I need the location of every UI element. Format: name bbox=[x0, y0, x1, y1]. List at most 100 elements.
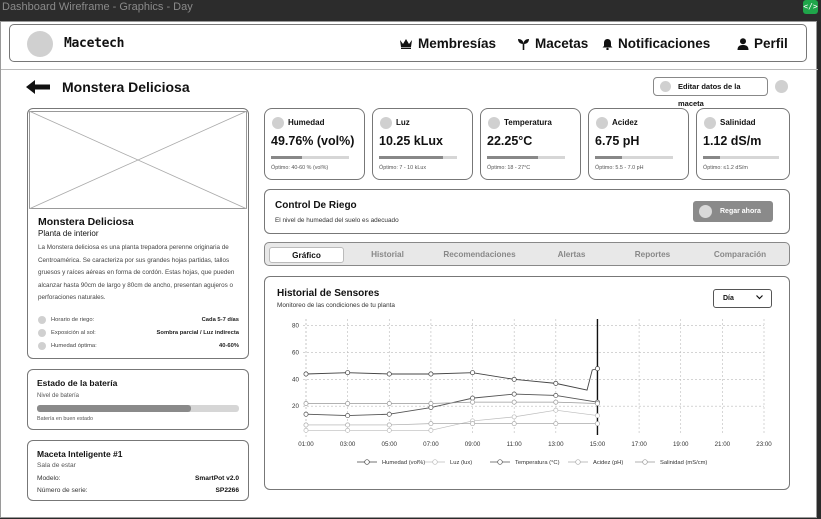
back-arrow-icon[interactable] bbox=[26, 80, 50, 94]
salinity-icon bbox=[704, 117, 716, 129]
metric-bar bbox=[379, 156, 457, 159]
header-divider bbox=[1, 69, 818, 70]
plant-description: La Monstera deliciosa es una planta trep… bbox=[38, 244, 235, 302]
metric-bar bbox=[487, 156, 565, 159]
metric-card-humedad[interactable]: Humedad 49.76% (vol%) Óptimo: 40-60 % (v… bbox=[264, 108, 365, 180]
x-tick-label: 13:00 bbox=[548, 441, 564, 448]
y-tick-label: 80 bbox=[292, 323, 299, 330]
sensor-history-card: Historial de Sensores Monitoreo de las c… bbox=[264, 276, 790, 490]
metric-value: 10.25 kLux bbox=[379, 134, 443, 148]
series-line bbox=[306, 409, 598, 431]
metric-name: Luz bbox=[396, 118, 410, 127]
thermometer-icon bbox=[488, 117, 500, 129]
y-tick-label: 40 bbox=[292, 376, 299, 383]
tab-alertas[interactable]: Alertas bbox=[557, 250, 586, 259]
plant-image-placeholder bbox=[29, 111, 247, 209]
metric-optimal: Óptimo: 18 - 27°C bbox=[487, 165, 531, 171]
battery-bar bbox=[37, 405, 239, 412]
x-tick-label: 23:00 bbox=[756, 441, 772, 448]
chart-subtitle: Monitoreo de las condiciones de tu plant… bbox=[277, 302, 395, 309]
data-point bbox=[386, 411, 392, 417]
tab-historial[interactable]: Historial bbox=[371, 250, 404, 259]
data-point bbox=[386, 401, 392, 406]
plant-name: Monstera Deliciosa bbox=[38, 216, 134, 228]
metric-bar bbox=[703, 156, 779, 159]
water-now-button[interactable]: Regar ahora bbox=[693, 201, 773, 222]
water-icon bbox=[699, 205, 712, 218]
data-point bbox=[428, 401, 434, 406]
code-icon[interactable]: </> bbox=[803, 0, 818, 14]
window-titlebar: Dashboard Wireframe - Graphics - Day </> bbox=[0, 0, 821, 22]
data-point bbox=[386, 371, 392, 377]
data-point bbox=[470, 370, 475, 376]
x-tick-label: 19:00 bbox=[673, 441, 689, 448]
data-point bbox=[511, 414, 517, 420]
x-tick-label: 17:00 bbox=[631, 441, 647, 448]
brand-name[interactable]: Macetech bbox=[64, 36, 125, 51]
tab-reportes[interactable]: Reportes bbox=[634, 250, 671, 259]
tab-recomendaciones[interactable]: Recomendaciones bbox=[443, 250, 516, 259]
metric-card-luz[interactable]: Luz 10.25 kLux Óptimo: 7 - 10 kLux bbox=[372, 108, 473, 180]
range-value: Día bbox=[723, 295, 734, 302]
legend-marker bbox=[575, 459, 581, 465]
metric-bar-fill bbox=[703, 156, 720, 159]
range-select[interactable]: Día bbox=[713, 289, 772, 308]
legend-label: Luz (lux) bbox=[450, 460, 472, 466]
series-line bbox=[305, 368, 598, 391]
data-point bbox=[553, 407, 559, 413]
device-serial: Número de serie: SP2266 bbox=[37, 487, 239, 494]
logo[interactable] bbox=[27, 31, 53, 57]
nav-label: Perfil bbox=[754, 36, 788, 51]
x-tick-label: 11:00 bbox=[507, 441, 523, 448]
nav-label: Membresías bbox=[418, 36, 497, 51]
data-point bbox=[553, 421, 559, 427]
x-tick-label: 05:00 bbox=[382, 441, 398, 448]
data-point bbox=[386, 422, 392, 428]
nav-perfil[interactable]: Perfil bbox=[737, 36, 788, 51]
data-point bbox=[428, 405, 434, 410]
metric-bar-fill bbox=[271, 156, 303, 159]
data-point bbox=[553, 399, 559, 405]
metric-name: Acidez bbox=[612, 118, 638, 127]
nav-label: Macetas bbox=[535, 36, 589, 51]
nav-label: Notificaciones bbox=[618, 36, 711, 51]
edit-label: Editar datos de la maceta bbox=[678, 82, 741, 108]
data-point bbox=[595, 421, 600, 427]
plant-type: Planta de interior bbox=[38, 229, 99, 238]
metric-name: Temperatura bbox=[504, 118, 552, 127]
y-tick-label: 20 bbox=[292, 403, 299, 410]
data-point bbox=[470, 395, 475, 401]
series-line bbox=[305, 393, 598, 417]
metric-value: 22.25°C bbox=[487, 134, 533, 148]
device-room: Sala de estar bbox=[37, 462, 76, 469]
metric-value: 1.12 dS/m bbox=[703, 134, 762, 148]
droplet-icon bbox=[38, 342, 46, 350]
data-point bbox=[595, 366, 600, 372]
settings-icon[interactable] bbox=[775, 80, 788, 93]
metric-bar-fill bbox=[487, 156, 538, 159]
x-tick-label: 01:00 bbox=[298, 441, 314, 448]
legend-marker bbox=[642, 459, 648, 465]
data-point bbox=[428, 421, 434, 427]
battery-status: Batería en buen estado bbox=[37, 416, 94, 422]
water-now-label: Regar ahora bbox=[720, 208, 761, 215]
irrigation-status: El nivel de humedad del suelo es adecuad… bbox=[275, 217, 399, 224]
tab-grafico[interactable]: Gráfico bbox=[269, 247, 344, 263]
nav-macetas[interactable]: Macetas bbox=[517, 36, 588, 51]
data-point bbox=[470, 421, 475, 427]
nav-notificaciones[interactable]: Notificaciones bbox=[602, 36, 710, 51]
tab-comparacion[interactable]: Comparación bbox=[713, 250, 767, 259]
metric-value: 49.76% (vol%) bbox=[271, 134, 355, 148]
battery-card: Estado de la batería Nivel de batería Ba… bbox=[27, 369, 249, 430]
chevron-down-icon bbox=[756, 295, 763, 300]
light-icon bbox=[380, 117, 392, 129]
data-point bbox=[470, 399, 475, 405]
chart-title: Historial de Sensores bbox=[277, 288, 380, 299]
metric-card-salinidad[interactable]: Salinidad 1.12 dS/m Óptimo: ≤1.2 dS/m bbox=[696, 108, 790, 180]
metric-card-acidez[interactable]: Acidez 6.75 pH Óptimo: 5.5 - 7.0 pH bbox=[588, 108, 689, 180]
metric-card-temperatura[interactable]: Temperatura 22.25°C Óptimo: 18 - 27°C bbox=[480, 108, 581, 180]
data-point bbox=[595, 413, 600, 419]
data-point bbox=[428, 371, 434, 377]
nav-membresias[interactable]: Membresías bbox=[399, 36, 496, 51]
edit-plant-button[interactable]: Editar datos de la maceta bbox=[653, 77, 768, 108]
